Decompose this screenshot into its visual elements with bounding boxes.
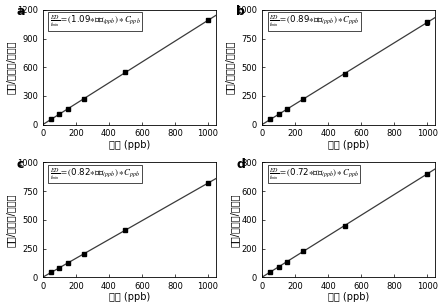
Text: a: a [17,5,25,18]
X-axis label: 浓度 (ppb): 浓度 (ppb) [109,140,150,150]
Y-axis label: 信号/时间（/分钟）: 信号/时间（/分钟） [230,193,240,247]
Y-axis label: 信号/时间（/分钟）: 信号/时间（/分钟） [225,40,235,94]
Y-axis label: 信号/时间（/分钟）: 信号/时间（/分钟） [6,193,16,247]
Text: c: c [17,158,24,171]
X-axis label: 浓度 (ppb): 浓度 (ppb) [328,292,369,302]
Y-axis label: 信号/时间（/分钟）: 信号/时间（/分钟） [6,40,16,94]
Text: $\frac{ED}{t_{min}}$$=($0.82$\ast$分钟$_{/ppb})\ast C_{ppb}$: $\frac{ED}{t_{min}}$$=($0.82$\ast$分钟$_{/… [50,166,140,182]
Text: $\frac{ED}{t_{min}}$$=($1.09$\ast$分钟$_{/ppb})\ast C_{ppb}$: $\frac{ED}{t_{min}}$$=($1.09$\ast$分钟$_{/… [50,13,141,29]
X-axis label: 浓度 (ppb): 浓度 (ppb) [109,292,150,302]
Text: $\frac{ED}{t_{min}}$$=($0.89$\ast$分钟$_{/ppb})\ast C_{ppb}$: $\frac{ED}{t_{min}}$$=($0.89$\ast$分钟$_{/… [269,13,360,29]
Text: $\frac{ED}{t_{min}}$$=($0.72$\ast$分钟$_{/ppb})\ast C_{ppb}$: $\frac{ED}{t_{min}}$$=($0.72$\ast$分钟$_{/… [269,166,359,182]
Text: d: d [236,158,245,171]
X-axis label: 浓度 (ppb): 浓度 (ppb) [328,140,369,150]
Text: b: b [236,5,245,18]
